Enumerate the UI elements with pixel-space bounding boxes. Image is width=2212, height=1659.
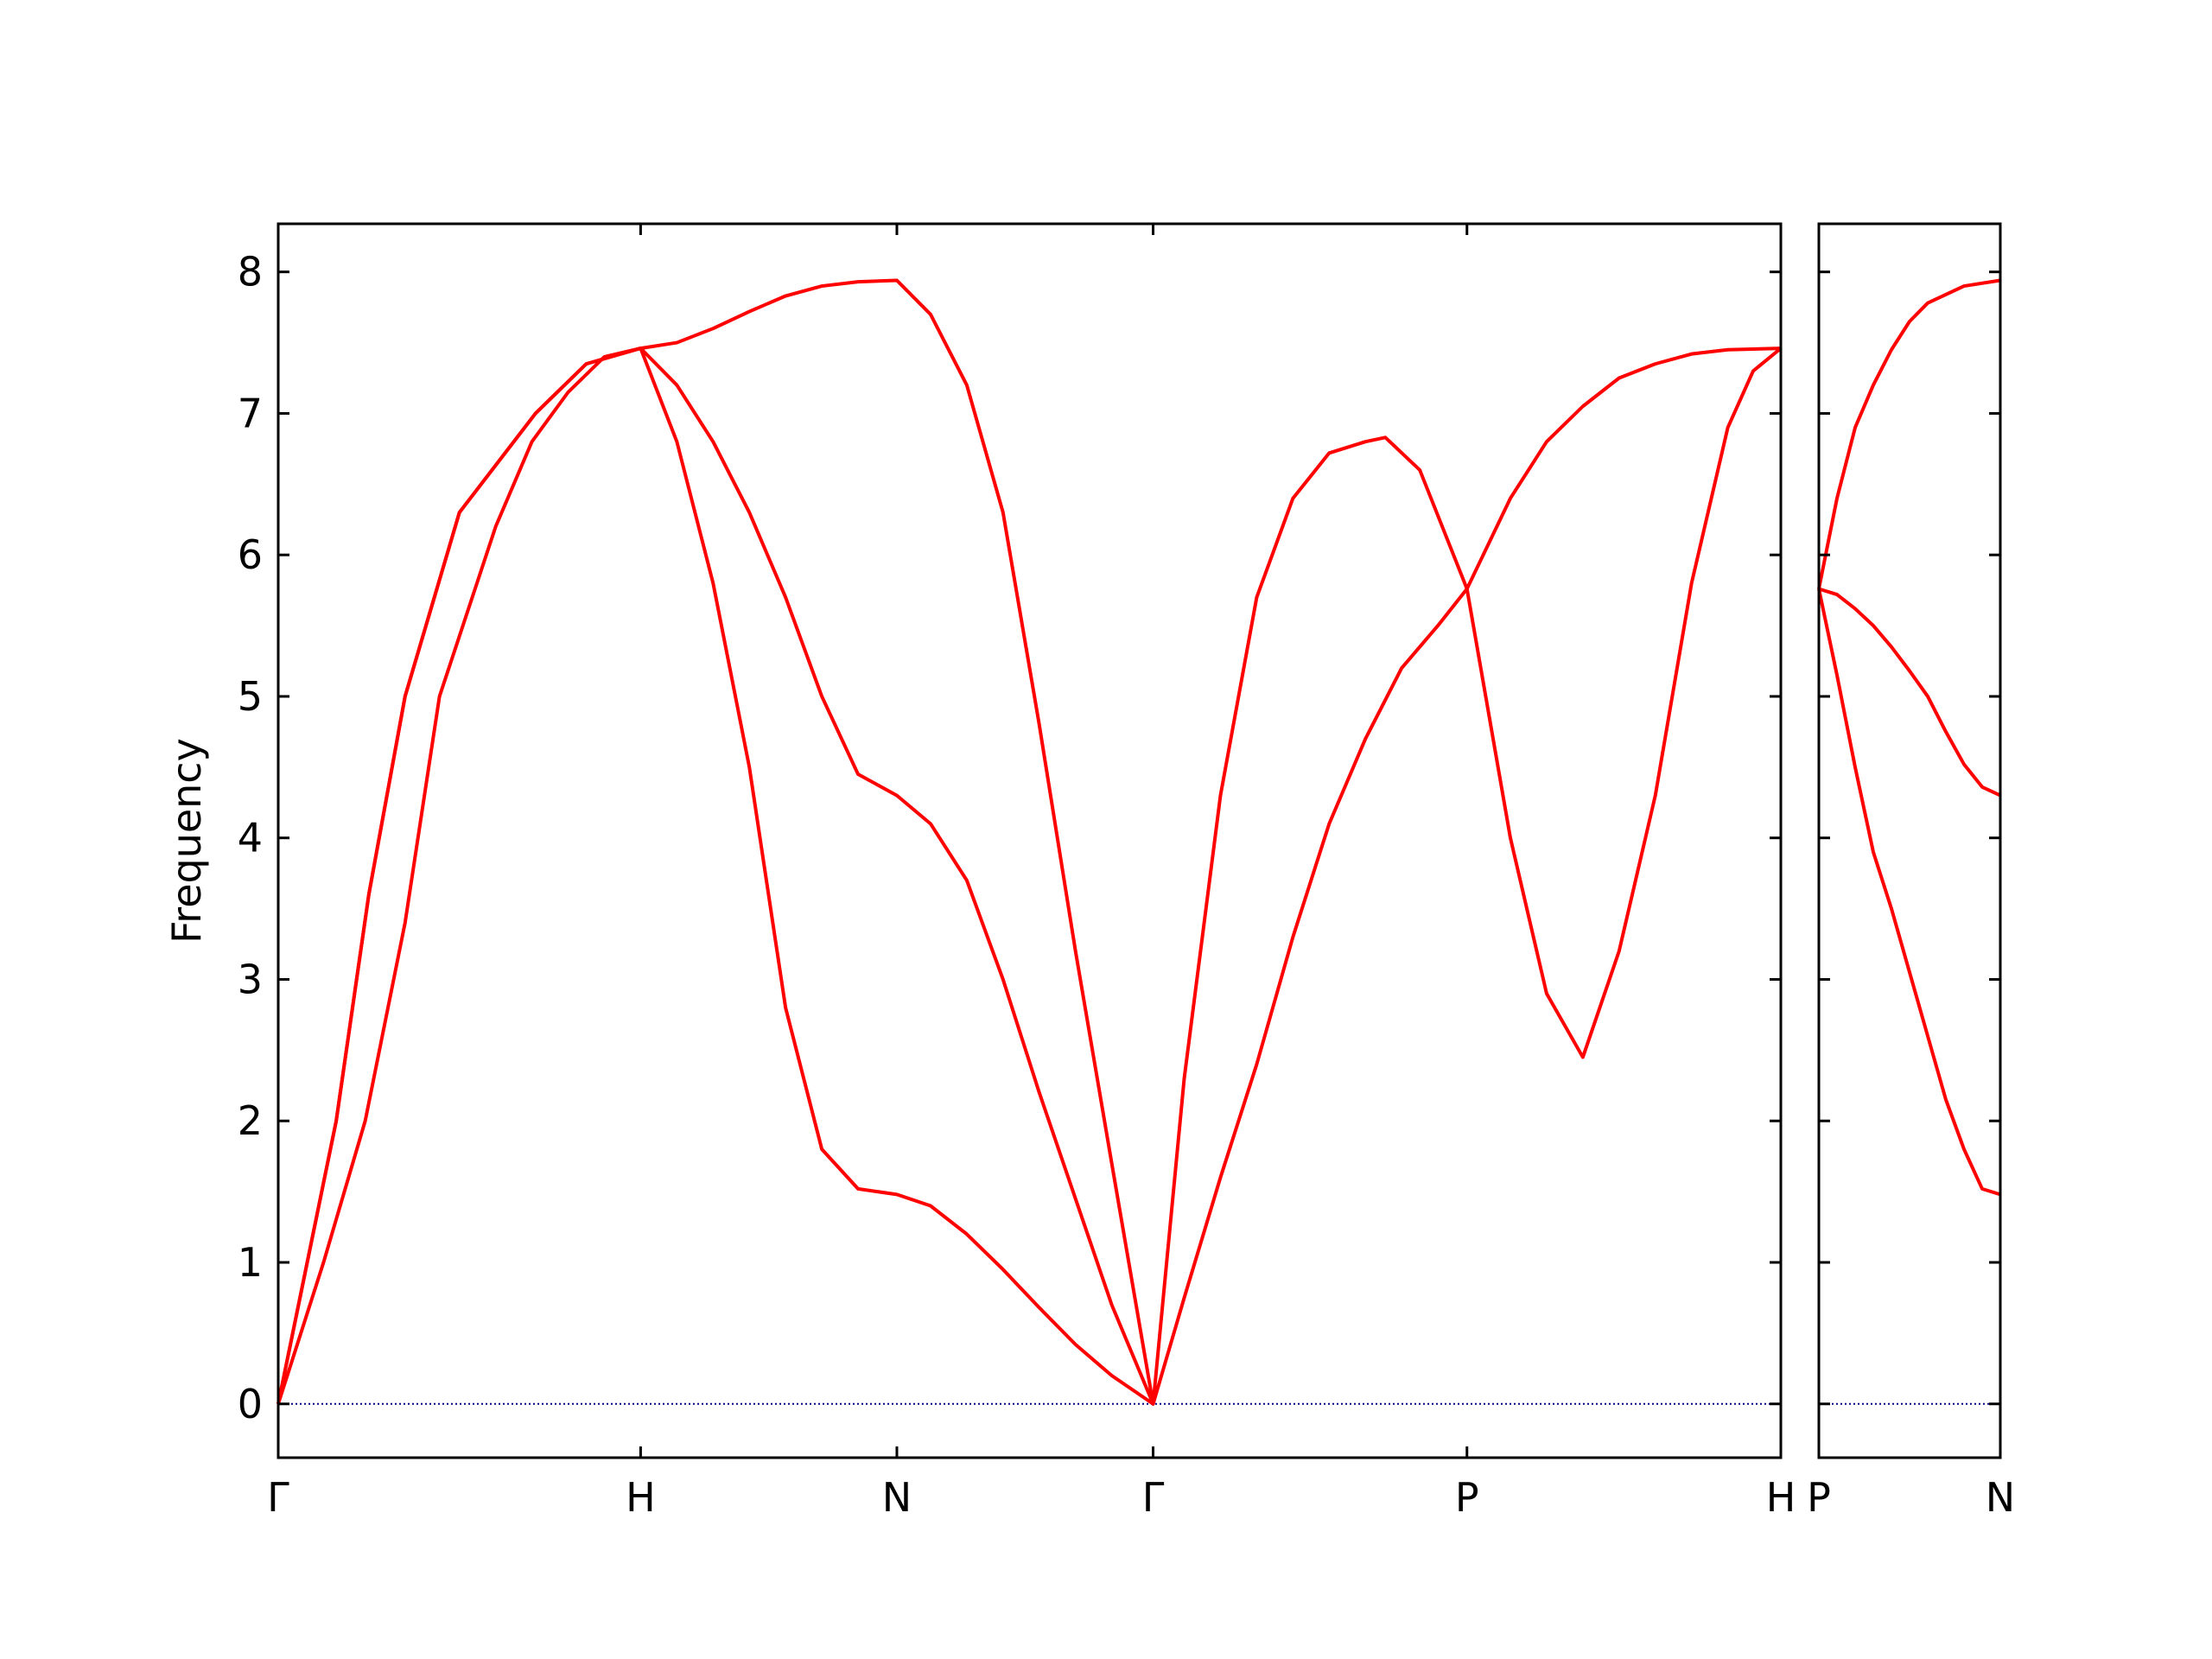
x-tick-label: Γ xyxy=(1142,1474,1165,1521)
band-line xyxy=(1817,588,2001,1197)
x-tick-label: Γ xyxy=(267,1474,289,1521)
x-tick-label: N xyxy=(882,1474,912,1521)
y-tick-label: 1 xyxy=(238,1239,263,1286)
x-tick-label: P xyxy=(1807,1474,1831,1521)
y-tick-label: 6 xyxy=(238,531,263,578)
y-tick-label: 2 xyxy=(238,1097,263,1144)
y-tick-label: 7 xyxy=(238,390,263,436)
x-tick-label: H xyxy=(626,1474,656,1521)
band-line xyxy=(1817,278,2001,589)
y-tick-label: 0 xyxy=(238,1381,263,1427)
x-tick-label: P xyxy=(1455,1474,1479,1521)
y-tick-label: 5 xyxy=(238,673,263,720)
y-tick-label: 3 xyxy=(238,956,263,1002)
plot-frame xyxy=(276,222,1783,1459)
band-line xyxy=(276,278,1783,1406)
plot-frame xyxy=(1817,222,2002,1459)
band-line xyxy=(276,346,1782,1406)
band-line xyxy=(1818,587,2001,798)
y-tick-label: 4 xyxy=(238,815,263,861)
band-line xyxy=(276,346,1154,1406)
x-tick-label: H xyxy=(1766,1474,1796,1521)
y-axis-label: Frequency xyxy=(163,738,210,944)
x-tick-label: N xyxy=(1986,1474,2015,1521)
y-tick-label: 8 xyxy=(238,249,263,296)
